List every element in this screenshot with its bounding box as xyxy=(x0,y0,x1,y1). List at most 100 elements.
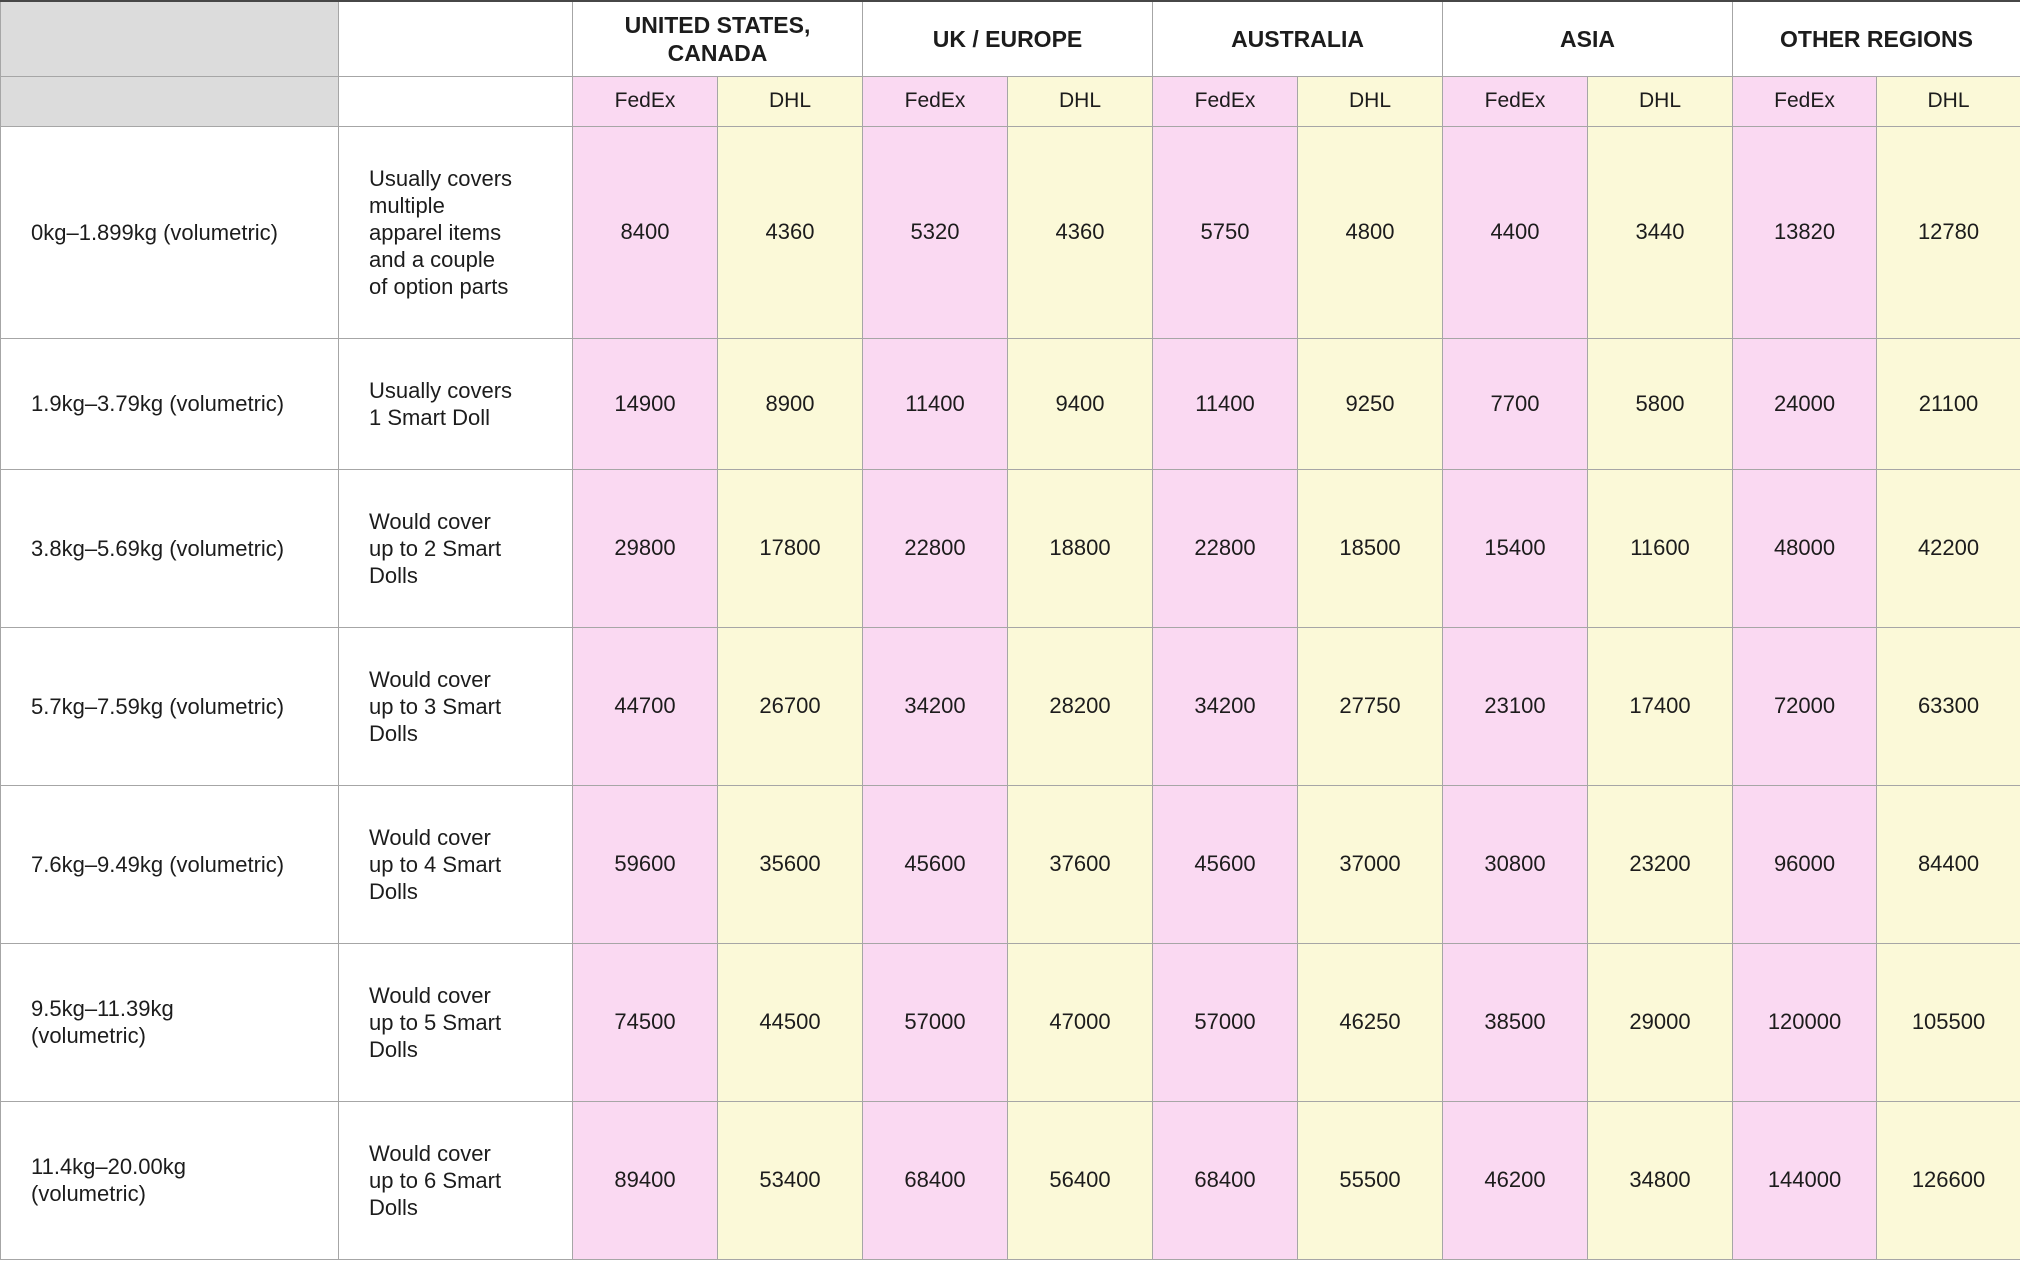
region-header-asia: ASIA xyxy=(1442,0,1734,77)
rate-cell: 5320 xyxy=(862,125,1008,339)
carrier-header-fedex: FedEx xyxy=(862,75,1008,127)
rate-cell: 3440 xyxy=(1587,125,1734,339)
rate-cell: 28200 xyxy=(1007,626,1153,786)
rate-cell: 4360 xyxy=(717,125,863,339)
table-row: 1.9kg–3.79kg (volumetric) Usually covers… xyxy=(0,337,2020,470)
rate-cell: 23100 xyxy=(1442,626,1589,786)
rate-cell: 11400 xyxy=(862,337,1008,470)
rate-cell: 48000 xyxy=(1732,468,1878,628)
rate-cell: 57000 xyxy=(1152,942,1298,1102)
rate-cell: 29800 xyxy=(572,468,718,628)
table-row: 0kg–1.899kg (volumetric) Usually covers … xyxy=(0,125,2020,339)
package-description-cell: Would cover up to 2 Smart Dolls xyxy=(338,468,573,628)
rate-cell: 34200 xyxy=(862,626,1008,786)
table-row: 9.5kg–11.39kg (volumetric) Would cover u… xyxy=(0,942,2020,1102)
rate-cell: 18800 xyxy=(1007,468,1153,628)
carrier-header-fedex: FedEx xyxy=(1732,75,1878,127)
rate-cell: 46200 xyxy=(1442,1100,1589,1260)
package-description-cell: Would cover up to 5 Smart Dolls xyxy=(338,942,573,1102)
rate-cell: 4400 xyxy=(1442,125,1589,339)
rate-cell: 68400 xyxy=(862,1100,1008,1260)
rate-cell: 29000 xyxy=(1587,942,1734,1102)
carrier-header-fedex: FedEx xyxy=(572,75,718,127)
rate-cell: 23200 xyxy=(1587,784,1734,944)
rate-cell: 9400 xyxy=(1007,337,1153,470)
rate-cell: 7700 xyxy=(1442,337,1589,470)
rate-cell: 55500 xyxy=(1296,1100,1444,1260)
weight-range-cell: 3.8kg–5.69kg (volumetric) xyxy=(0,468,339,628)
rate-cell: 11600 xyxy=(1587,468,1734,628)
rate-cell: 44500 xyxy=(717,942,863,1102)
rate-cell: 35600 xyxy=(717,784,863,944)
weight-range-cell: 0kg–1.899kg (volumetric) xyxy=(0,125,339,339)
rate-cell: 63300 xyxy=(1876,626,2020,786)
rate-cell: 4800 xyxy=(1296,125,1444,339)
carrier-header-dhl: DHL xyxy=(1587,75,1734,127)
package-description-cell: Would cover up to 6 Smart Dolls xyxy=(338,1100,573,1260)
rate-cell: 120000 xyxy=(1732,942,1878,1102)
region-header-other-regions: OTHER REGIONS xyxy=(1732,0,2020,77)
rate-cell: 144000 xyxy=(1732,1100,1878,1260)
region-header-us-canada: UNITED STATES, CANADA xyxy=(572,0,863,77)
rate-cell: 53400 xyxy=(717,1100,863,1260)
table-row: 7.6kg–9.49kg (volumetric) Would cover up… xyxy=(0,784,2020,944)
rate-cell: 21100 xyxy=(1876,337,2020,470)
weight-range-cell: 5.7kg–7.59kg (volumetric) xyxy=(0,626,339,786)
carrier-header-dhl: DHL xyxy=(1007,75,1153,127)
table-row: 11.4kg–20.00kg (volumetric) Would cover … xyxy=(0,1100,2020,1260)
rate-cell: 12780 xyxy=(1876,125,2020,339)
region-header-australia: AUSTRALIA xyxy=(1151,0,1444,77)
carrier-header-fedex: FedEx xyxy=(1152,75,1298,127)
rate-cell: 8400 xyxy=(572,125,718,339)
carrier-header-dhl: DHL xyxy=(717,75,863,127)
carrier-header-dhl: DHL xyxy=(1876,75,2020,127)
package-description-cell: Would cover up to 4 Smart Dolls xyxy=(338,784,573,944)
table-row: 5.7kg–7.59kg (volumetric) Would cover up… xyxy=(0,626,2020,786)
package-description-cell: Usually covers 1 Smart Doll xyxy=(338,337,573,470)
rate-cell: 17800 xyxy=(717,468,863,628)
description-blank-cell xyxy=(338,0,573,77)
rate-cell: 18500 xyxy=(1296,468,1444,628)
description-blank-cell xyxy=(338,75,573,127)
rate-cell: 96000 xyxy=(1732,784,1878,944)
weight-range-cell: 9.5kg–11.39kg (volumetric) xyxy=(0,942,339,1102)
carrier-header-fedex: FedEx xyxy=(1442,75,1589,127)
rate-cell: 42200 xyxy=(1876,468,2020,628)
rate-cell: 13820 xyxy=(1732,125,1878,339)
rate-cell: 45600 xyxy=(1152,784,1298,944)
corner-blank-cell xyxy=(0,0,339,77)
rate-cell: 34200 xyxy=(1152,626,1298,786)
package-description-cell: Usually covers multiple apparel items an… xyxy=(338,125,573,339)
rate-cell: 105500 xyxy=(1876,942,2020,1102)
rate-cell: 74500 xyxy=(572,942,718,1102)
rate-cell: 126600 xyxy=(1876,1100,2020,1260)
package-description-cell: Would cover up to 3 Smart Dolls xyxy=(338,626,573,786)
rate-cell: 47000 xyxy=(1007,942,1153,1102)
weight-range-cell: 11.4kg–20.00kg (volumetric) xyxy=(0,1100,339,1260)
rate-cell: 9250 xyxy=(1296,337,1444,470)
table-row: 3.8kg–5.69kg (volumetric) Would cover up… xyxy=(0,468,2020,628)
rate-cell: 72000 xyxy=(1732,626,1878,786)
rate-cell: 30800 xyxy=(1442,784,1589,944)
rate-cell: 46250 xyxy=(1296,942,1444,1102)
weight-range-cell: 7.6kg–9.49kg (volumetric) xyxy=(0,784,339,944)
carrier-header-dhl: DHL xyxy=(1296,75,1444,127)
rate-cell: 22800 xyxy=(1152,468,1298,628)
carrier-header-row: FedEx DHL FedEx DHL FedEx DHL FedEx DHL … xyxy=(0,75,2020,127)
rate-cell: 59600 xyxy=(572,784,718,944)
rate-cell: 38500 xyxy=(1442,942,1589,1102)
rate-cell: 57000 xyxy=(862,942,1008,1102)
rate-cell: 17400 xyxy=(1587,626,1734,786)
rate-cell: 24000 xyxy=(1732,337,1878,470)
rate-cell: 11400 xyxy=(1152,337,1298,470)
rate-cell: 15400 xyxy=(1442,468,1589,628)
region-header-row: UNITED STATES, CANADA UK / EUROPE AUSTRA… xyxy=(0,0,2020,77)
rate-cell: 14900 xyxy=(572,337,718,470)
rate-cell: 84400 xyxy=(1876,784,2020,944)
rate-cell: 56400 xyxy=(1007,1100,1153,1260)
rate-cell: 22800 xyxy=(862,468,1008,628)
rate-cell: 5800 xyxy=(1587,337,1734,470)
rate-cell: 4360 xyxy=(1007,125,1153,339)
rate-cell: 37000 xyxy=(1296,784,1444,944)
